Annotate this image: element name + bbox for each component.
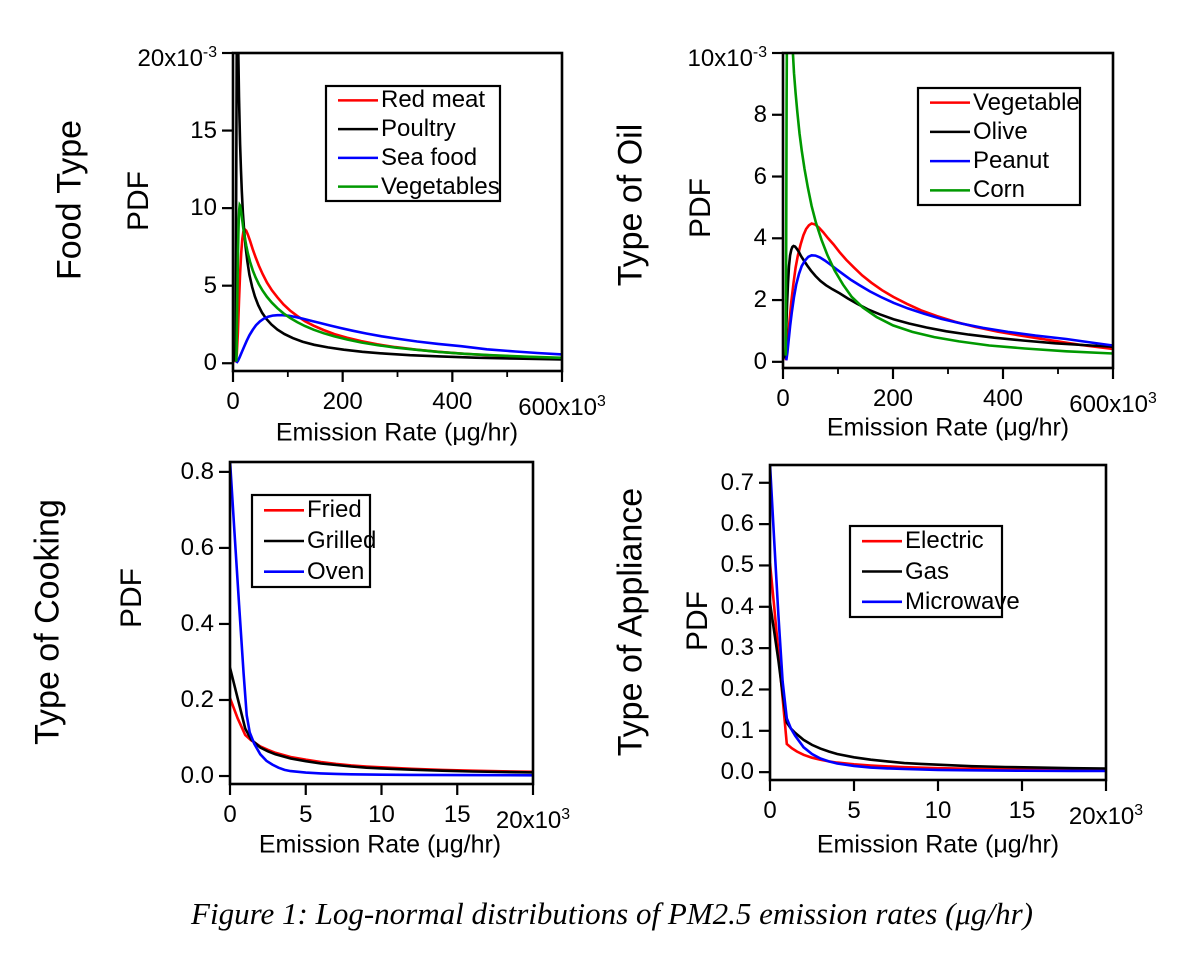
type-of-cooking-x-tick-4: 20x103 — [495, 806, 571, 834]
type-of-cooking-legend-label-oven: Oven — [307, 557, 365, 585]
x-axis-label-food-type: Emission Rate (μg/hr) — [275, 418, 519, 447]
type-of-oil-y-tick-1: 2 — [753, 286, 767, 314]
food-type-curve-sea-food — [235, 313, 562, 364]
food-type-y-tick-2: 10 — [190, 194, 217, 222]
type-of-cooking-x-tick-2: 10 — [368, 801, 395, 828]
type-of-oil-x-tick-1: 200 — [872, 385, 914, 412]
type-of-appliance-curve-microwave — [770, 465, 1106, 773]
type-of-appliance-y-tick-7: 0.7 — [720, 468, 754, 496]
type-of-appliance-plot-frame — [768, 463, 1108, 782]
food-type-plot-frame — [231, 51, 564, 373]
type-of-oil-legend-label-corn: Corn — [973, 176, 1026, 204]
type-of-oil-plot-frame — [781, 51, 1115, 370]
type-of-oil-y-tick-4: 8 — [753, 100, 767, 128]
type-of-cooking-legend-label-fried: Fried — [307, 496, 362, 524]
type-of-oil-legend-label-olive: Olive — [973, 117, 1028, 145]
panel-title-food-type: Food Type — [50, 119, 89, 281]
type-of-oil-x-tick-2: 400 — [982, 385, 1024, 412]
type-of-cooking-y-tick-2: 0.4 — [180, 609, 214, 637]
type-of-oil-y-tick-5: 10x10-3 — [687, 44, 767, 72]
type-of-appliance-y-tick-1: 0.1 — [720, 716, 754, 744]
type-of-appliance-x-tick-4: 20x103 — [1068, 802, 1144, 830]
type-of-oil-y-tick-0: 0 — [753, 347, 767, 375]
y-axis-label-food-type: PDF — [122, 171, 155, 231]
type-of-oil-curve-olive — [783, 244, 1113, 359]
type-of-oil-legend-box — [916, 86, 1082, 207]
type-of-oil-y-tick-2: 4 — [753, 224, 767, 252]
type-of-appliance-y-tick-2: 0.2 — [720, 675, 754, 703]
food-type-legend-label-sea-food: Sea food — [381, 143, 478, 171]
x-axis-label-type-of-cooking: Emission Rate (μg/hr) — [258, 830, 502, 859]
y-axis-label-type-of-oil: PDF — [684, 178, 717, 238]
panel-title-type-of-oil: Type of Oil — [611, 123, 650, 287]
type-of-appliance-curve-gas — [770, 602, 1106, 770]
type-of-appliance-x-tick-1: 5 — [847, 797, 861, 824]
food-type-y-tick-0: 0 — [203, 349, 217, 377]
type-of-oil-legend-label-peanut: Peanut — [973, 147, 1050, 175]
x-axis-label-type-of-oil: Emission Rate (μg/hr) — [826, 413, 1070, 442]
food-type-curve-vegetables — [235, 201, 562, 362]
food-type-x-tick-0: 0 — [226, 388, 240, 415]
type-of-appliance-x-tick-0: 0 — [763, 797, 777, 824]
type-of-cooking-plot-frame — [228, 460, 535, 786]
figure-caption: Figure 1: Log-normal distributions of PM… — [191, 896, 1033, 931]
food-type-curve-red-meat — [234, 226, 562, 363]
food-type-y-tick-3: 15 — [190, 116, 217, 144]
type-of-oil-legend-label-vegetable: Vegetable — [973, 88, 1080, 116]
food-type-y-tick-1: 5 — [203, 271, 217, 299]
type-of-cooking-y-tick-0: 0.0 — [180, 762, 214, 790]
y-axis-label-type-of-appliance: PDF — [681, 591, 714, 651]
type-of-cooking-curve-grilled — [230, 667, 533, 774]
food-type-curve-poultry — [233, 53, 562, 362]
type-of-oil-curve-peanut — [785, 253, 1113, 361]
food-type-x-tick-1: 200 — [322, 388, 363, 415]
type-of-cooking-x-tick-0: 0 — [223, 801, 237, 828]
x-axis-label-type-of-appliance: Emission Rate (μg/hr) — [816, 830, 1060, 859]
type-of-appliance-y-tick-3: 0.3 — [720, 634, 754, 662]
food-type-x-tick-3: 600x103 — [518, 393, 606, 421]
type-of-appliance-legend-label-microwave: Microwave — [905, 587, 1020, 615]
type-of-appliance-y-tick-5: 0.5 — [720, 551, 754, 579]
food-type-legend-box — [324, 84, 502, 203]
type-of-appliance-legend-label-gas: Gas — [905, 557, 950, 585]
type-of-appliance-x-tick-3: 15 — [1008, 797, 1036, 824]
type-of-oil-x-tick-0: 0 — [776, 385, 790, 412]
y-axis-label-type-of-cooking: PDF — [115, 568, 148, 628]
type-of-cooking-y-tick-3: 0.6 — [180, 533, 214, 561]
type-of-appliance-y-tick-0: 0.0 — [720, 758, 754, 786]
food-type-x-tick-2: 400 — [432, 388, 473, 415]
food-type-legend-label-vegetables: Vegetables — [381, 172, 500, 200]
type-of-oil-y-tick-3: 6 — [753, 162, 767, 190]
type-of-cooking-legend-label-grilled: Grilled — [307, 527, 377, 554]
type-of-cooking-x-tick-1: 5 — [299, 801, 313, 828]
type-of-appliance-y-tick-6: 0.6 — [720, 510, 754, 538]
type-of-cooking-curve-fried — [230, 697, 533, 774]
food-type-legend-label-poultry: Poultry — [381, 115, 456, 143]
food-type-y-tick-4: 20x10-3 — [137, 44, 217, 72]
type-of-oil-curve-corn — [784, 53, 1113, 356]
type-of-oil-x-tick-3: 600x103 — [1069, 390, 1157, 418]
panel-title-type-of-cooking: Type of Cooking — [28, 499, 67, 745]
type-of-cooking-curve-oven — [230, 462, 533, 777]
type-of-appliance-x-tick-2: 10 — [924, 797, 952, 824]
type-of-cooking-y-tick-4: 0.8 — [180, 457, 214, 485]
type-of-appliance-legend-label-electric: Electric — [905, 527, 984, 555]
type-of-appliance-y-tick-4: 0.4 — [720, 592, 754, 620]
panel-title-type-of-appliance: Type of Appliance — [611, 487, 650, 757]
type-of-cooking-x-tick-3: 15 — [443, 801, 471, 828]
food-type-legend-label-red-meat: Red meat — [381, 86, 486, 114]
type-of-cooking-y-tick-1: 0.2 — [180, 685, 214, 713]
